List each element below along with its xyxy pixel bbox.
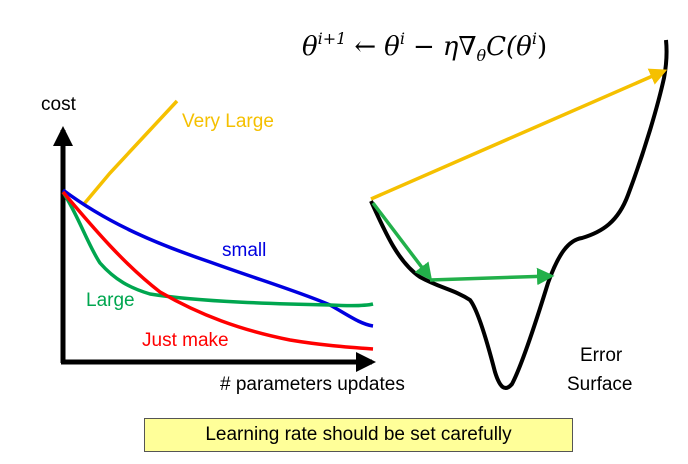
formula-minus: −	[413, 32, 435, 62]
curve-small	[61, 188, 374, 328]
formula-nabla: ∇	[458, 32, 476, 62]
error-surface-curve	[369, 39, 669, 390]
formula-rhs-sup2: i	[532, 29, 537, 48]
curve-large	[61, 191, 374, 308]
caption-box: Learning rate should be set carefully	[144, 418, 573, 452]
curve-just-make	[61, 190, 374, 351]
large-step-arrow	[370, 68, 668, 201]
formula-rhs-theta: θ	[384, 32, 400, 62]
formula-close: )	[537, 32, 547, 62]
formula-lhs-sup: i+1	[318, 29, 347, 48]
update-rule-formula: θi+1 ← θi − η∇θC(θi)	[302, 29, 547, 65]
label-just-make: Just make	[142, 330, 229, 351]
formula-nabla-sub: θ	[476, 46, 486, 65]
formula-eta: η	[443, 32, 459, 62]
caption-text: Learning rate should be set carefully	[205, 424, 512, 445]
label-very-large: Very Large	[182, 111, 274, 132]
formula-lhs: θ	[302, 32, 318, 62]
error-surface-label-line2: Surface	[567, 374, 632, 395]
label-large: Large	[86, 290, 135, 311]
curve-very-large	[82, 99, 179, 206]
formula-rhs-sup1: i	[400, 29, 405, 48]
label-small: small	[222, 240, 266, 261]
formula-cost-fn: C(θ	[486, 32, 532, 62]
step-arrow-2	[429, 267, 555, 286]
step-arrow-1	[371, 201, 433, 281]
y-axis-label: cost	[41, 94, 77, 115]
x-axis-label: # parameters updates	[220, 374, 405, 395]
formula-arrow: ←	[354, 32, 376, 62]
error-surface-label-line1: Error	[580, 345, 623, 366]
